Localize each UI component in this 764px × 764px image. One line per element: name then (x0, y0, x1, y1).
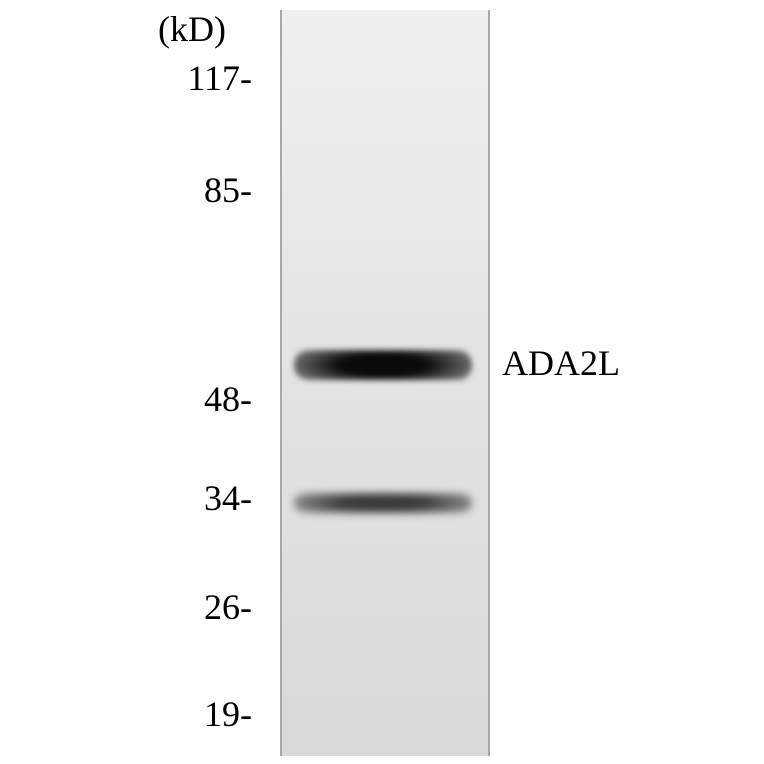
protein-label: ADA2L (502, 342, 620, 384)
band-primary (294, 350, 472, 380)
marker-label: 117- (0, 57, 252, 99)
marker-label: 34- (0, 477, 252, 519)
band-secondary (294, 493, 472, 513)
figure-container: (kD) 117- 85- 48- 34- 26- 19- ADA2L (0, 0, 764, 764)
marker-label: 19- (0, 693, 252, 735)
blot-lane (280, 10, 490, 756)
marker-label: 85- (0, 169, 252, 211)
marker-label: 26- (0, 586, 252, 628)
marker-label: 48- (0, 378, 252, 420)
unit-label: (kD) (158, 8, 226, 50)
